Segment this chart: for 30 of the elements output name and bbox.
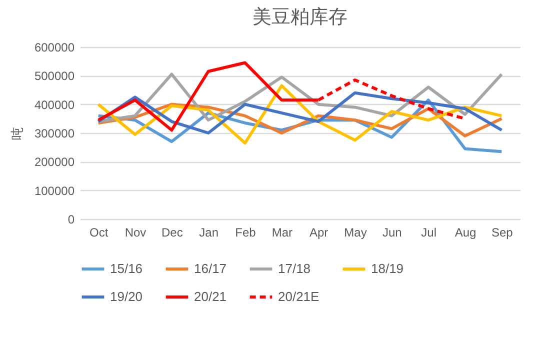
x-tick-label: Sep: [491, 226, 514, 240]
x-tick-label: Aug: [454, 226, 476, 240]
legend-label: 15/16: [110, 261, 143, 276]
legend-label: 17/18: [278, 261, 311, 276]
x-tick-label: Dec: [161, 226, 183, 240]
y-tick-label: 300000: [34, 126, 75, 140]
legend-label: 20/21E: [278, 289, 320, 304]
x-tick-label: Apr: [309, 226, 328, 240]
x-tick-label: Nov: [124, 226, 146, 240]
legend-label: 16/17: [194, 261, 227, 276]
line-series: [96, 84, 504, 145]
x-tick-label: Jul: [421, 226, 437, 240]
y-tick-label: 200000: [34, 155, 75, 170]
x-tick-label: May: [344, 226, 367, 240]
y-tick-label: 0: [68, 212, 75, 226]
y-tick-label: 100000: [34, 184, 75, 198]
x-tick-label: Jan: [199, 226, 219, 240]
legend-label: 19/20: [110, 289, 143, 304]
y-tick-label: 600000: [34, 40, 75, 54]
x-tick-label: Oct: [89, 226, 109, 240]
line-series: [96, 91, 504, 134]
x-tick-label: Mar: [272, 226, 293, 240]
y-tick-label: 500000: [34, 69, 75, 84]
legend-label: 20/21: [194, 289, 227, 304]
chart-title: 美豆粕库存: [252, 6, 348, 28]
y-tick-label: 400000: [34, 98, 75, 112]
x-tick-label: Feb: [235, 226, 256, 240]
legend-label: 18/19: [371, 261, 404, 276]
x-tick-label: Jun: [382, 226, 402, 240]
y-axis-title: 吨: [9, 127, 24, 140]
